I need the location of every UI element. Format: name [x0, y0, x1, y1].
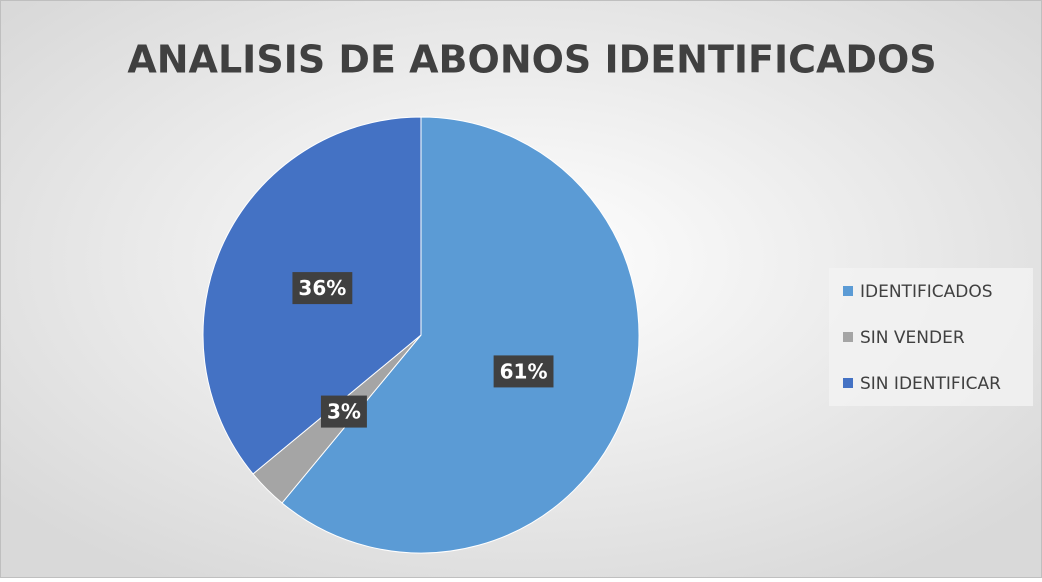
legend-label: SIN VENDER [860, 328, 965, 348]
data-label-box [292, 272, 353, 305]
legend-label: SIN IDENTIFICAR [860, 374, 1001, 394]
legend-label: IDENTIFICADOS [860, 282, 993, 302]
data-label: 36% [298, 276, 346, 300]
legend-swatch [843, 286, 853, 296]
legend-box [829, 268, 1033, 406]
pie-slice [281, 116, 640, 554]
data-label: 61% [500, 359, 548, 383]
data-label-box [320, 395, 367, 428]
legend-swatch [843, 332, 853, 342]
data-label: 3% [327, 400, 361, 424]
legend-swatch [843, 378, 853, 388]
data-label-box [493, 355, 554, 388]
chart-title: ANALISIS DE ABONOS IDENTIFICADOS [127, 38, 936, 82]
